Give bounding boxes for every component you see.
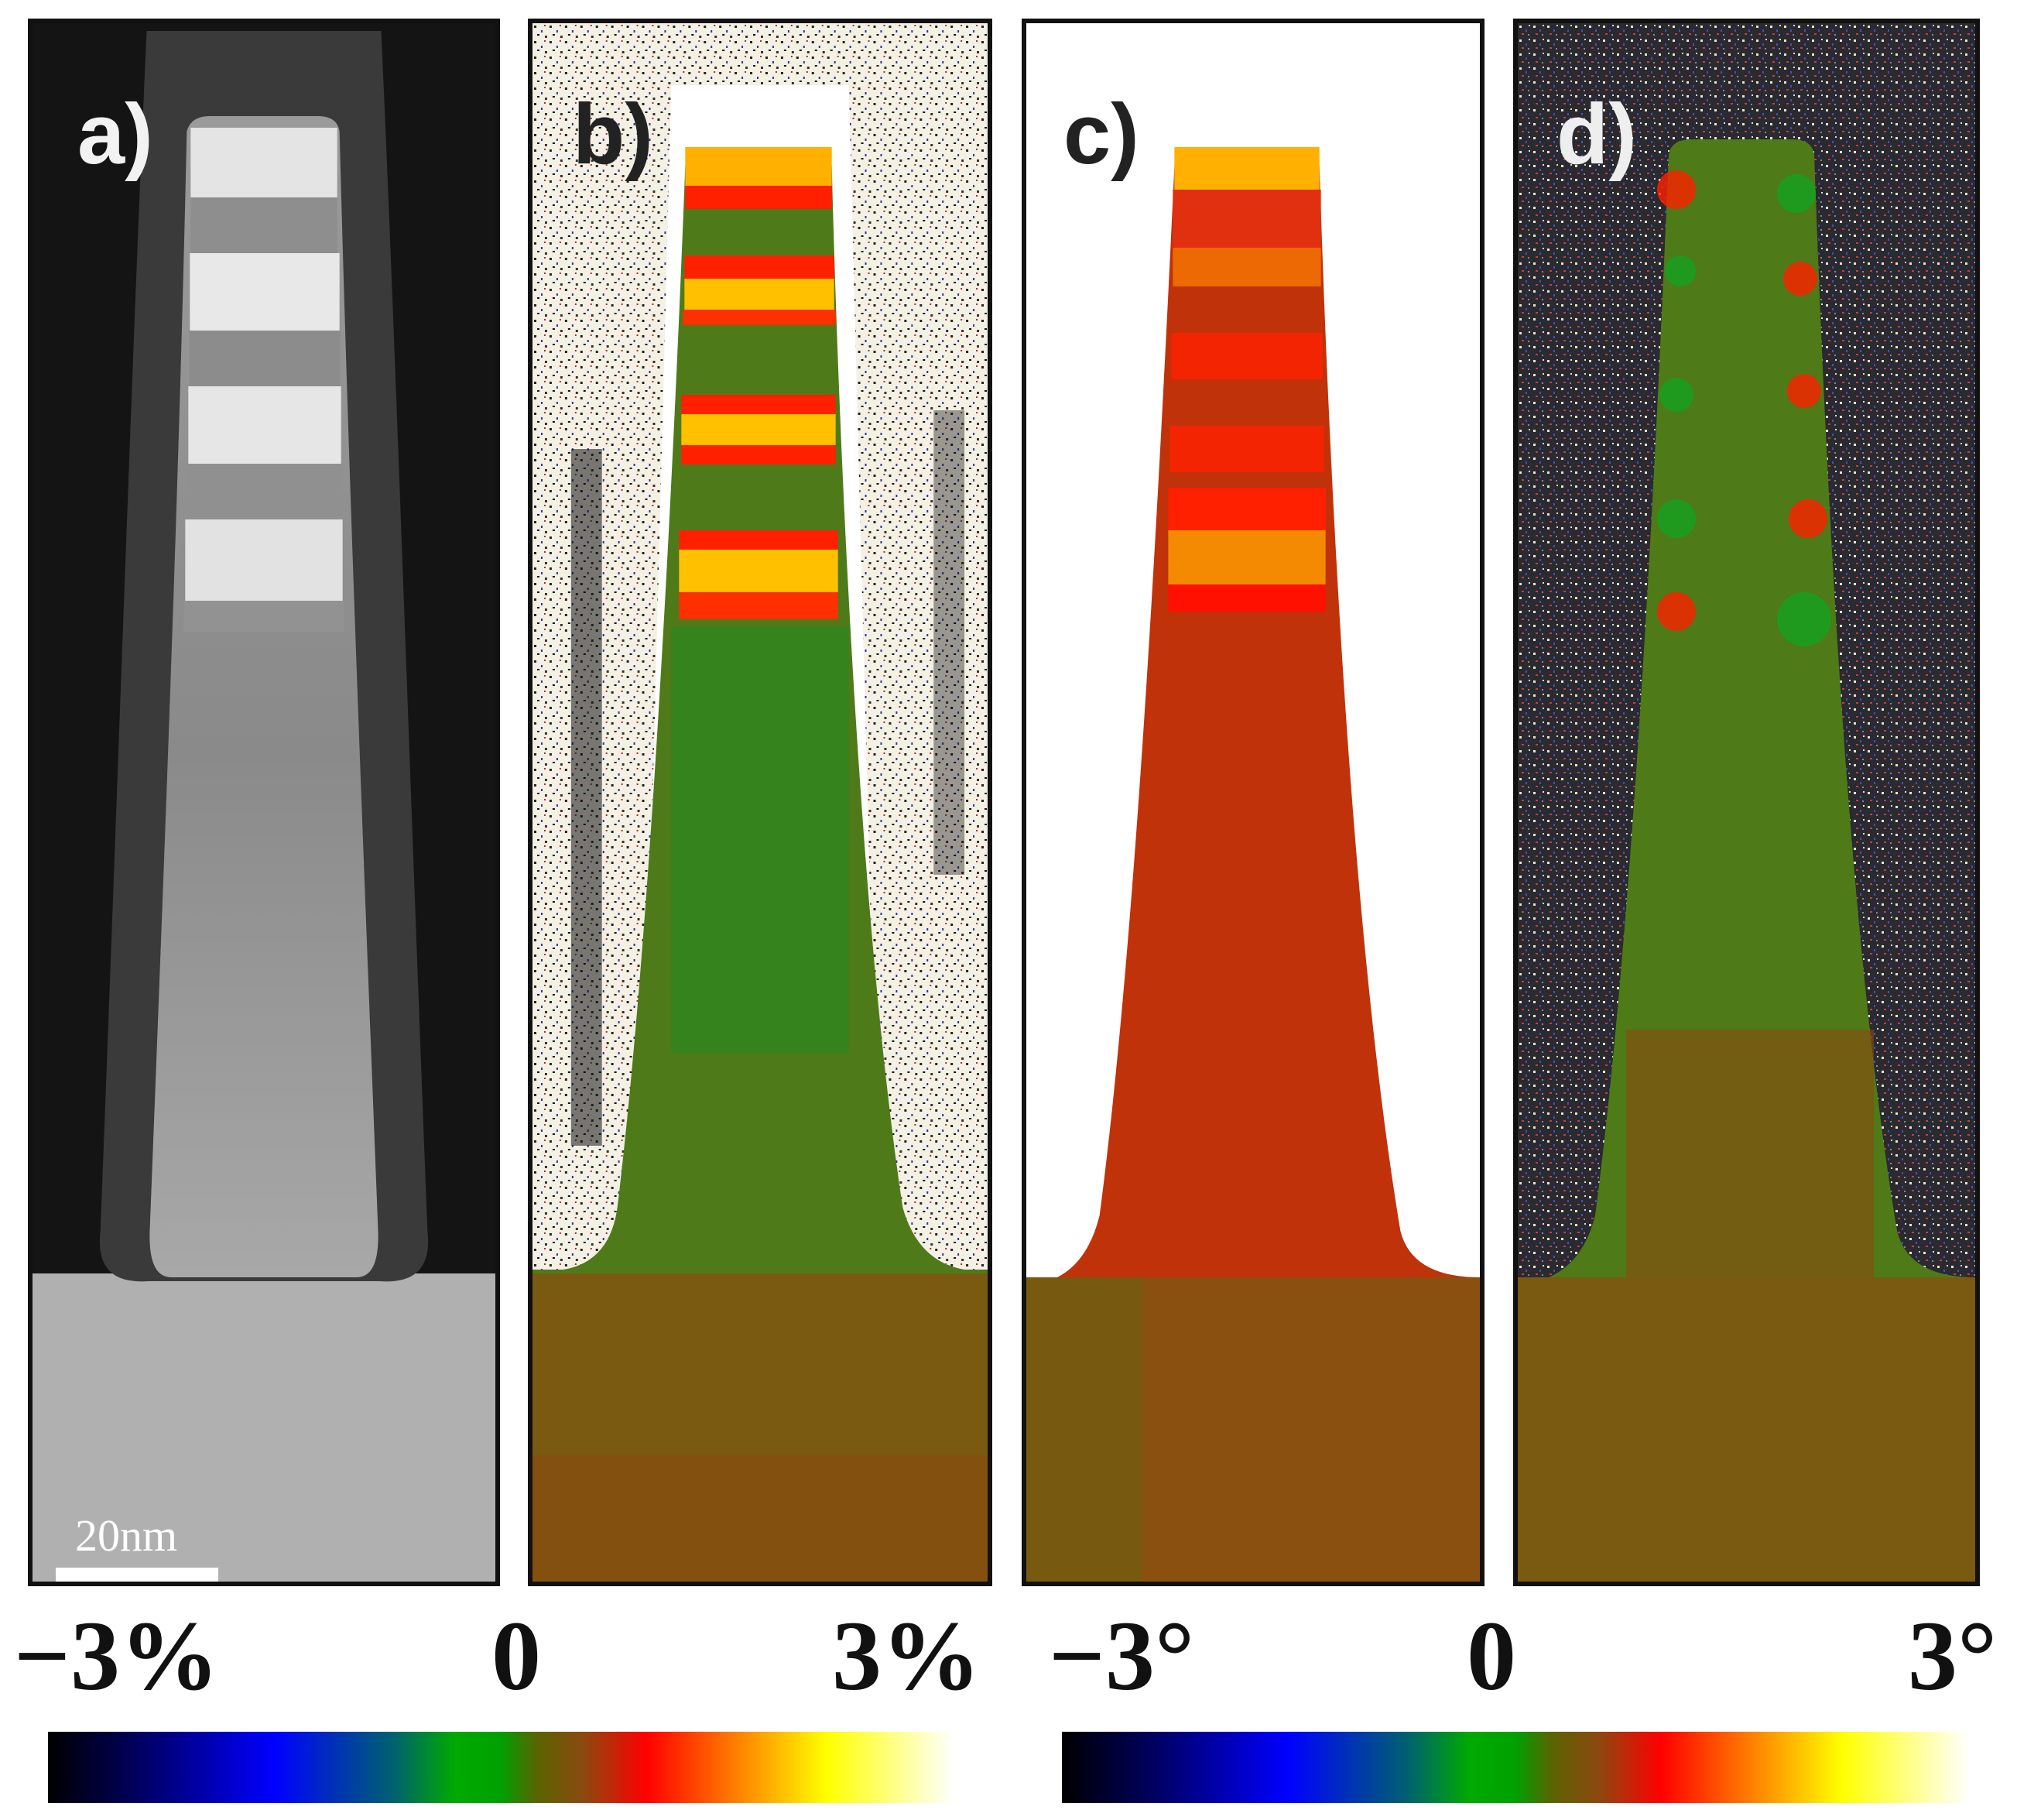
panel-c-strain-map: c) (1022, 19, 1484, 1586)
colorbar-strain-max-label: 3% (832, 1601, 981, 1711)
tem-image (33, 23, 495, 1582)
colorbar-strain-min-label: −3% (14, 1601, 219, 1711)
scale-bar (56, 1568, 218, 1582)
colorbar-rotation-mid-label: 0 (1467, 1601, 1516, 1711)
panel-a-tem-image: a) 20nm (28, 19, 500, 1586)
scale-bar-label: 20nm (75, 1510, 178, 1561)
panel-label: a) (77, 87, 153, 182)
panel-label: c) (1063, 87, 1139, 182)
colorbar-strain-mid-label: 0 (491, 1601, 541, 1711)
panel-d-rotation-map: d) (1513, 19, 1980, 1586)
colorbar-rotation-max-label: 3° (1908, 1601, 1998, 1711)
colorbar-rotation-min-label: −3° (1049, 1601, 1195, 1711)
strain-map-b (533, 23, 988, 1582)
panel-label: d) (1556, 87, 1637, 182)
colorbar-strain (48, 1732, 954, 1803)
strain-map-c (1026, 23, 1480, 1582)
rotation-map-d (1518, 23, 1975, 1582)
panel-label: b) (573, 87, 653, 182)
panel-b-strain-map: b) (528, 19, 992, 1586)
colorbar-rotation (1062, 1732, 1969, 1803)
